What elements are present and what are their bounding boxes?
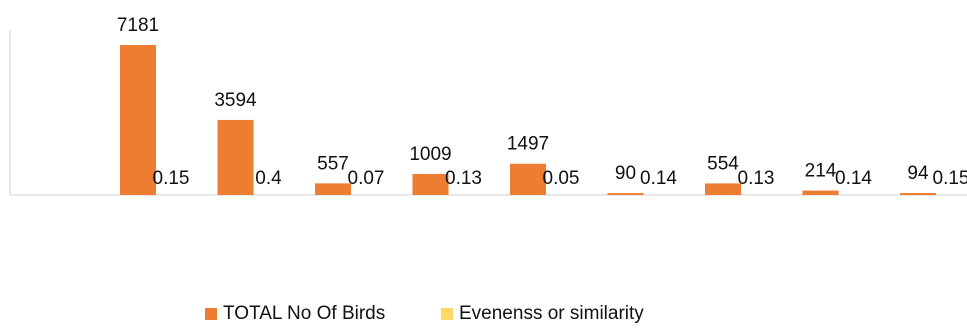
data-label-total-birds: 3594 <box>214 90 257 111</box>
data-label-total-birds: 7181 <box>117 15 159 36</box>
bar-total-birds <box>510 163 546 195</box>
bar-total-birds <box>412 173 449 195</box>
legend-swatch-evenness <box>441 308 453 320</box>
data-label-evenness: 0.15 <box>933 168 967 189</box>
data-label-evenness: 0.05 <box>543 168 580 189</box>
legend-item-evenness: Evenenss or similarity <box>441 303 644 325</box>
data-label-evenness: 0.15 <box>153 168 190 189</box>
legend-label-total-birds: TOTAL No Of Birds <box>223 303 386 324</box>
legend-swatch-total-birds <box>205 308 217 320</box>
data-label-evenness: 0.13 <box>445 168 482 189</box>
bar-total-birds <box>900 193 936 195</box>
bar-total-birds <box>217 119 254 195</box>
data-label-total-birds: 557 <box>317 153 349 174</box>
data-label-total-birds: 1497 <box>507 134 549 155</box>
data-label-evenness: 0.14 <box>835 168 872 189</box>
data-label-total-birds: 90 <box>615 163 636 184</box>
chart-legend: TOTAL No Of Birds Evenenss or similarity <box>0 303 967 329</box>
bar-total-birds <box>315 183 351 195</box>
data-label-total-birds: 94 <box>907 163 929 184</box>
data-label-evenness: 0.13 <box>738 168 775 189</box>
data-label-evenness: 0.07 <box>348 168 385 189</box>
bar-total-birds <box>607 193 644 195</box>
data-label-total-birds: 214 <box>805 161 837 182</box>
bar-total-birds <box>120 45 156 195</box>
data-label-total-birds: 1009 <box>409 144 451 165</box>
bar-total-birds <box>802 190 839 195</box>
data-label-evenness: 0.4 <box>255 168 282 189</box>
legend-item-total-birds: TOTAL No Of Birds <box>205 303 385 325</box>
bar-total-birds <box>705 183 741 195</box>
legend-label-evenness: Evenenss or similarity <box>459 303 644 324</box>
data-label-total-birds: 554 <box>707 153 739 174</box>
data-label-evenness: 0.14 <box>640 168 677 189</box>
